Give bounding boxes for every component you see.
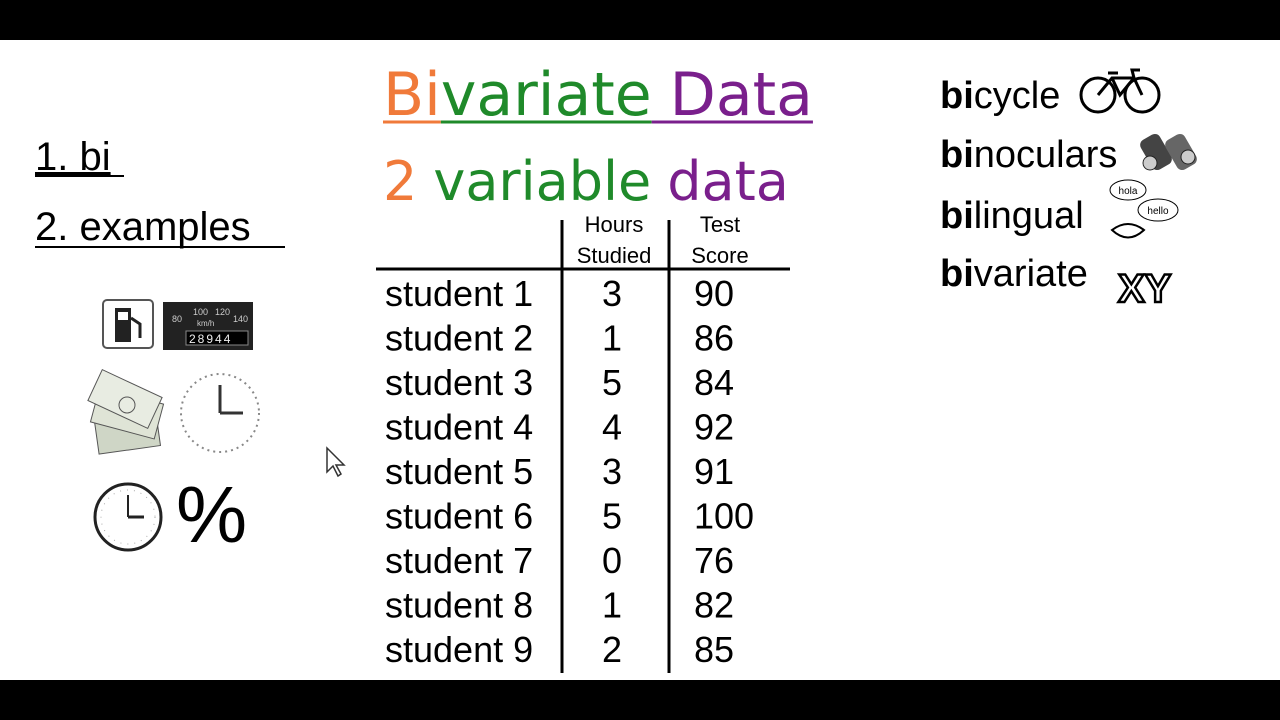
small-clock-icon <box>93 482 163 552</box>
speed-unit: km/h <box>197 319 214 328</box>
bubble-text: hello <box>1147 206 1169 217</box>
row-label: student 6 <box>385 496 533 537</box>
word-rest: noculars <box>974 134 1118 176</box>
hours-cell: 5 <box>602 496 622 537</box>
score-cell: 84 <box>694 362 734 403</box>
row-label: student 4 <box>385 407 533 448</box>
score-cell: 76 <box>694 540 734 581</box>
hours-cell: 5 <box>602 362 622 403</box>
hours-cell: 1 <box>602 318 622 359</box>
outline-item: 2. examples <box>35 205 251 249</box>
hours-cell: 1 <box>602 585 622 626</box>
score-cell: 91 <box>694 451 734 492</box>
score-cell: 100 <box>694 496 754 537</box>
title-part: variable <box>433 150 651 213</box>
bicycle-icon <box>1079 68 1161 114</box>
subtitle: 2 variable data <box>383 150 789 213</box>
word-prefix: bi <box>940 253 974 295</box>
bi-word: bivariate <box>940 253 1088 295</box>
column-header: Hours Studied <box>577 212 652 268</box>
hours-cell: 3 <box>602 451 622 492</box>
xy-icon: XY <box>1118 267 1172 311</box>
speed-mark: 100 <box>193 307 208 317</box>
odometer: 28944 <box>189 332 232 346</box>
outline-item: 1. bi <box>35 135 111 179</box>
title: Bivariate Data <box>383 60 813 130</box>
speech-icon: hola hello <box>1109 179 1179 239</box>
score-cell: 82 <box>694 585 734 626</box>
word-prefix: bi <box>940 195 974 237</box>
word-prefix: bi <box>940 134 974 176</box>
score-cell: 85 <box>694 629 734 670</box>
title-part: 2 <box>383 150 417 213</box>
word-prefix: bi <box>940 75 974 117</box>
title-part: Bi <box>383 60 441 130</box>
clock-icon <box>180 373 260 453</box>
speed-mark: 120 <box>215 307 230 317</box>
row-label: student 1 <box>385 273 533 314</box>
slide-background <box>0 40 1280 680</box>
column-header: Test Score <box>691 212 748 268</box>
hours-cell: 2 <box>602 629 622 670</box>
score-cell: 86 <box>694 318 734 359</box>
binoculars-icon <box>1140 133 1197 171</box>
row-label: student 7 <box>385 540 533 581</box>
hours-cell: 4 <box>602 407 622 448</box>
score-cell: 90 <box>694 273 734 314</box>
row-label: student 2 <box>385 318 533 359</box>
row-label: student 3 <box>385 362 533 403</box>
speed-mark: 80 <box>172 314 182 324</box>
gas-pump-icon <box>102 299 154 349</box>
row-label: student 5 <box>385 451 533 492</box>
speed-mark: 140 <box>233 314 248 324</box>
word-rest: variate <box>974 253 1088 295</box>
speedometer-icon: 80 100 120 140 km/h 28944 <box>163 302 253 350</box>
bi-word: bicycle <box>940 75 1060 117</box>
hours-cell: 3 <box>602 273 622 314</box>
bi-word: binoculars <box>940 134 1117 176</box>
word-rest: cycle <box>974 75 1061 117</box>
percent-symbol: % <box>176 470 247 559</box>
title-part: variate <box>441 60 652 130</box>
bubble-text: hola <box>1119 186 1138 197</box>
title-part: data <box>667 150 789 213</box>
row-label: student 8 <box>385 585 533 626</box>
row-label: student 9 <box>385 629 533 670</box>
data-table: Hours Studied Test Score student 1 3 90 student… <box>376 212 790 673</box>
hours-cell: 0 <box>602 540 622 581</box>
bi-word: bilingual <box>940 195 1084 237</box>
title-part: Data <box>670 60 813 130</box>
mouse-cursor <box>326 446 346 478</box>
score-cell: 92 <box>694 407 734 448</box>
money-icon <box>87 368 165 455</box>
word-rest: lingual <box>974 195 1084 237</box>
